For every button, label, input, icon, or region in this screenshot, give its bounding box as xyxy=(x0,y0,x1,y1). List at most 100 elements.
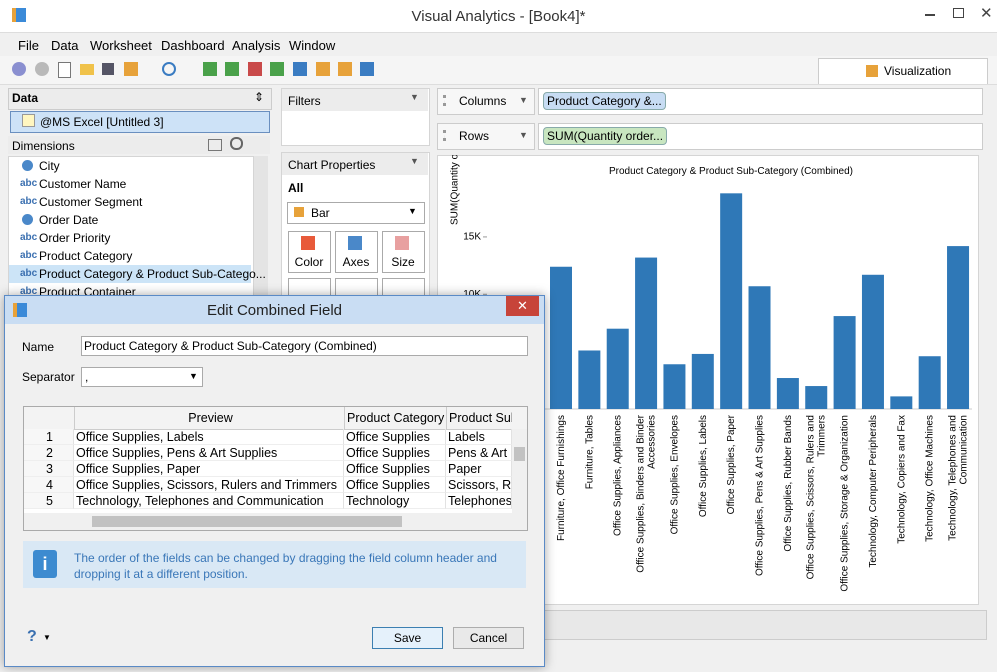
scroll-thumb[interactable] xyxy=(514,447,525,461)
close-button[interactable]: ✕ xyxy=(980,5,993,22)
dimension-item[interactable]: Product Category & Product Sub-Catego... xyxy=(39,267,266,281)
tool-icon[interactable] xyxy=(360,62,374,76)
x-tick-label-line: Office Supplies, Paper xyxy=(726,414,737,514)
menu-item[interactable]: Worksheet xyxy=(90,38,152,53)
dropdown-arrow[interactable]: ▼ xyxy=(519,95,528,105)
table-cell: Paper xyxy=(446,461,512,477)
maximize-button[interactable] xyxy=(953,8,964,18)
scrollbar[interactable] xyxy=(254,156,268,306)
dropdown-arrow[interactable]: ▼ xyxy=(408,206,417,216)
property-label[interactable]: Size xyxy=(391,255,415,269)
source-label[interactable]: @MS Excel [Untitled 3] xyxy=(40,115,164,129)
menu-item[interactable]: Analysis xyxy=(232,38,281,53)
property-label[interactable]: Color xyxy=(294,255,324,269)
pane-menu[interactable]: ⇕ xyxy=(254,90,265,104)
dimension-item[interactable]: City xyxy=(39,159,60,173)
search-icon[interactable] xyxy=(230,137,243,150)
menu-item[interactable]: Dashboard xyxy=(161,38,225,53)
x-tick-label: Technology, Office Machines xyxy=(924,415,935,542)
dropdown-arrow[interactable]: ▼ xyxy=(410,156,419,166)
x-tick-label-line: Furniture, Tables xyxy=(584,415,595,489)
refresh-icon[interactable] xyxy=(162,62,176,76)
x-tick-label-line: Technology, Office Machines xyxy=(924,415,935,542)
tool-icon[interactable] xyxy=(248,62,262,76)
type-tag: abc xyxy=(20,286,38,297)
dropdown-arrow[interactable]: ▼ xyxy=(519,130,528,140)
tool-icon[interactable] xyxy=(293,62,307,76)
table-icon[interactable] xyxy=(208,139,222,151)
table-cell: Scissors, Rulers and Trimmers xyxy=(446,477,512,493)
column-header[interactable]: Preview xyxy=(74,407,344,429)
table-cell: Office Supplies xyxy=(344,477,446,493)
dropdown-arrow[interactable]: ▼ xyxy=(189,371,198,381)
dimension-item[interactable]: Product Category xyxy=(39,249,133,263)
window-title: Visual Analytics - [Book4]* xyxy=(411,8,586,25)
tool-icon[interactable] xyxy=(316,62,330,76)
dimension-item[interactable]: Customer Name xyxy=(39,177,127,191)
vertical-scrollbar[interactable] xyxy=(512,429,527,513)
menu-item[interactable]: File xyxy=(18,38,39,53)
bar xyxy=(918,356,941,409)
x-tick-label-line: Office Supplies, Storage & Organization xyxy=(839,415,850,592)
mark-type[interactable]: Bar xyxy=(311,206,330,220)
shelf-pill[interactable]: Product Category &... xyxy=(543,92,666,110)
dialog-close[interactable]: ✕ xyxy=(506,296,539,316)
x-tick-label-line: Technology, Copiers and Fax xyxy=(896,415,907,544)
table-cell: Technology xyxy=(344,493,446,509)
save-button[interactable]: Save xyxy=(372,627,443,649)
help-arrow[interactable]: ▼ xyxy=(43,633,51,642)
minimize-button[interactable] xyxy=(925,14,935,16)
tool-icon[interactable] xyxy=(203,62,217,76)
property-label[interactable]: Axes xyxy=(342,255,370,269)
tab-label[interactable]: Visualization xyxy=(884,64,952,78)
shelf-label: Columns xyxy=(459,94,507,108)
table-cell: 2 xyxy=(24,445,74,461)
name-input[interactable]: Product Category & Product Sub-Category … xyxy=(81,336,528,356)
type-tag: abc xyxy=(20,250,38,261)
x-tick-label-line: Office Supplies, Rubber Bands xyxy=(783,415,794,552)
x-tick-label-line: Furniture, Office Furnishings xyxy=(556,415,567,541)
shelf-pill[interactable]: SUM(Quantity order... xyxy=(543,127,668,145)
menu-item[interactable]: Data xyxy=(51,38,79,53)
info-icon: i xyxy=(33,550,57,578)
tool-icon[interactable] xyxy=(338,62,352,76)
new-icon[interactable] xyxy=(58,62,71,78)
x-tick-label: Technology, Copiers and Fax xyxy=(896,415,907,544)
menu-item[interactable]: Window xyxy=(289,38,336,53)
dialog-title: Edit Combined Field xyxy=(206,302,343,319)
table-cell: Telephones and Communication xyxy=(446,493,512,509)
table-cell: 1 xyxy=(24,429,74,445)
dimension-item[interactable]: Order Date xyxy=(39,213,99,227)
separator-select[interactable] xyxy=(81,367,203,387)
bar xyxy=(720,193,743,409)
dropdown-arrow[interactable]: ▼ xyxy=(410,92,419,102)
dimensions-title: Dimensions xyxy=(12,139,75,153)
column-header[interactable]: Product Sub-Category xyxy=(446,407,512,429)
data-source[interactable] xyxy=(10,111,270,133)
x-tick-label-line: Office Supplies, Labels xyxy=(697,415,708,517)
x-tick-label: Technology, Computer Peripherals xyxy=(868,415,879,568)
x-tick-label-line: Office Supplies, Appliances xyxy=(612,415,623,536)
dimension-item[interactable]: Customer Segment xyxy=(39,195,143,209)
help-button[interactable]: ? xyxy=(27,628,37,645)
cancel-button[interactable]: Cancel xyxy=(453,627,524,649)
tool-icon[interactable] xyxy=(270,62,284,76)
dimension-item[interactable]: Order Priority xyxy=(39,231,111,245)
table-cell: Office Supplies, Pens & Art Supplies xyxy=(74,445,344,461)
open-icon[interactable] xyxy=(80,64,94,75)
tool-icon[interactable] xyxy=(124,62,138,76)
source-icon xyxy=(22,114,35,127)
save-icon[interactable] xyxy=(102,63,114,75)
tool-icon[interactable] xyxy=(225,62,239,76)
tab[interactable] xyxy=(818,58,988,84)
separator-value[interactable]: , xyxy=(85,370,89,384)
bar-icon xyxy=(294,207,304,217)
mark-type-select[interactable] xyxy=(287,202,425,224)
column-header[interactable]: Product Category xyxy=(344,407,446,429)
undo-icon[interactable] xyxy=(12,62,26,76)
scroll-thumb[interactable] xyxy=(92,516,402,527)
type-tag: abc xyxy=(20,232,38,243)
x-tick-label-line: Office Supplies, Scissors, Rulers and xyxy=(805,415,816,579)
redo-icon[interactable] xyxy=(35,62,49,76)
